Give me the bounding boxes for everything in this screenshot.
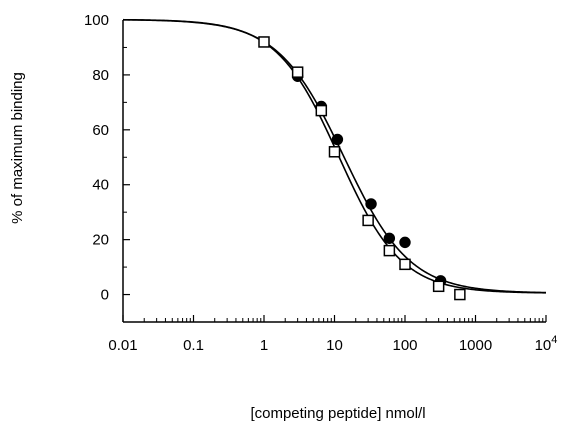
y-axis-title: % of maximum binding <box>9 72 26 224</box>
y-ticks: 0 20 40 60 80 100 <box>84 12 130 323</box>
open-square-point <box>362 214 374 227</box>
y-tick-label: 60 <box>92 122 109 139</box>
x-tick-label: 1 <box>260 337 268 354</box>
y-tick-label: 20 <box>92 232 109 249</box>
x-tick-label: 100 <box>392 337 417 354</box>
x-tick-label: 0.1 <box>183 337 204 354</box>
x-ticks: 0.01 0.1 1 10 100 1000 104 <box>108 315 557 354</box>
open-square-point <box>328 146 341 158</box>
filled-circle-point <box>365 198 377 210</box>
filled-circle-point <box>399 236 411 249</box>
open-square-point <box>432 280 445 293</box>
y-tick-label: 80 <box>92 67 109 84</box>
filled-circle-point <box>331 133 344 146</box>
y-tick-label: 40 <box>92 177 109 194</box>
x-tick-label: 104 <box>535 334 558 354</box>
open-square-point <box>315 104 328 117</box>
x-tick-label: 0.01 <box>108 337 137 354</box>
y-tick-label: 100 <box>84 12 109 29</box>
y-axis: 0 20 40 60 80 100 <box>84 12 130 323</box>
data-points <box>258 36 466 301</box>
open-square-point <box>399 258 411 271</box>
x-axis-title: [competing peptide] nmol/l <box>250 405 425 422</box>
open-square-point <box>383 244 396 257</box>
open-square-point <box>291 66 304 78</box>
x-axis: 0.01 0.1 1 10 100 1000 104 <box>108 315 557 354</box>
x-tick-label: 10 <box>326 337 343 354</box>
open-square-point <box>258 36 270 48</box>
filled-circle-point <box>383 232 396 244</box>
open-square-point <box>454 288 466 301</box>
x-tick-label: 1000 <box>459 337 492 354</box>
y-tick-label: 0 <box>101 287 109 304</box>
